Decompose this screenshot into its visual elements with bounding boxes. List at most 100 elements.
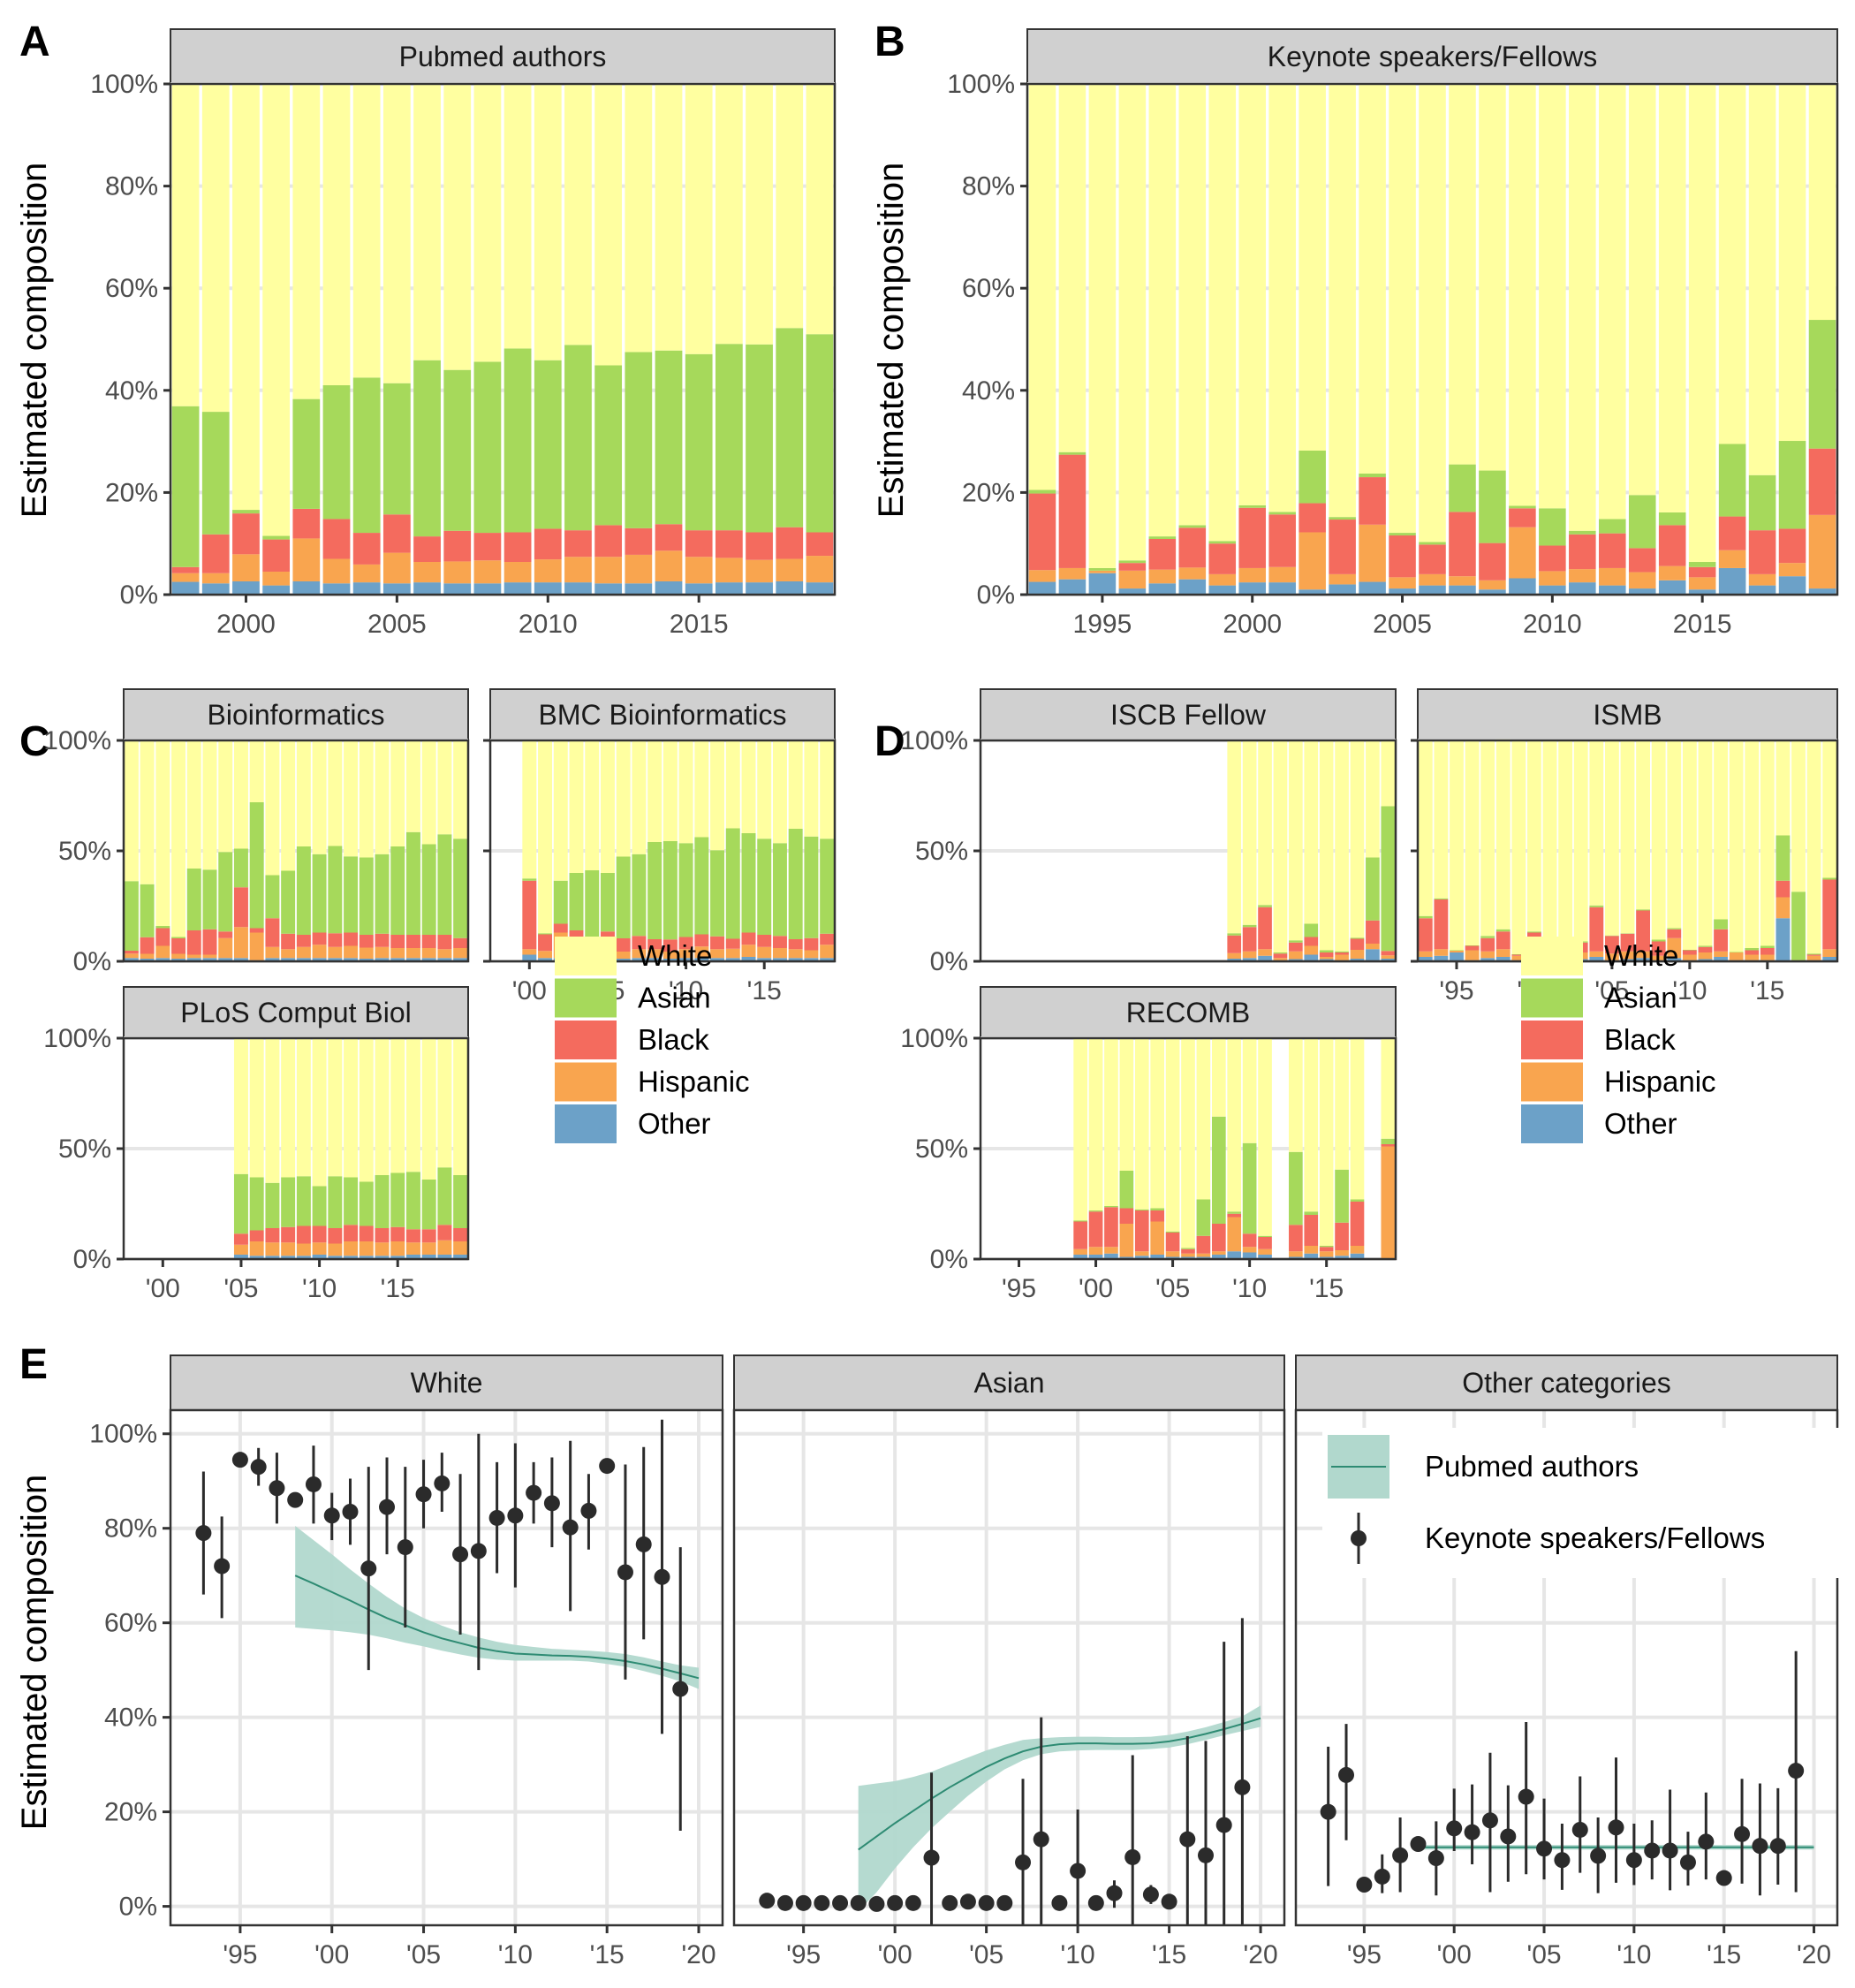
bar-segment-other-2009	[296, 1256, 311, 1259]
bar-segment-white-2018	[1778, 84, 1806, 442]
bar-segment-hispanic-2011	[328, 1243, 343, 1256]
bar-segment-white-1994	[1434, 740, 1449, 899]
bar-segment-hispanic-2002	[292, 538, 321, 581]
bar-segment-black-2004	[218, 931, 233, 938]
bar-segment-other-2010	[1242, 1252, 1257, 1259]
bar-segment-white-2016	[772, 740, 787, 844]
point-1996	[250, 1459, 267, 1476]
y-axis-title-a: Estimated composition	[15, 163, 54, 518]
point-2013	[1124, 1848, 1141, 1865]
x-tick-label: '05	[969, 1940, 1003, 1969]
legend-key-hispanic-c	[555, 1062, 617, 1102]
bar-segment-white-2002	[1298, 84, 1326, 451]
bar-segment-black-1999	[1073, 1221, 1087, 1249]
bar-segment-other-2016	[772, 958, 787, 961]
bar-segment-white-2007	[265, 740, 280, 876]
bar-segment-other-2017	[1350, 1253, 1365, 1259]
bar-segment-asian-2019	[820, 838, 835, 934]
bar-segment-other-2017	[1350, 959, 1365, 961]
bar-segment-asian-2004	[1150, 1208, 1165, 1210]
bar-segment-asian-2009	[1509, 505, 1536, 509]
facet-title-e-other: Other categories	[1462, 1367, 1671, 1399]
bar-segment-white-2002	[553, 740, 568, 881]
point-1993	[195, 1525, 212, 1542]
bar-segment-white-2005	[600, 740, 615, 873]
bar-segment-asian-2007	[265, 1182, 280, 1228]
bar-segment-white-2009	[1667, 740, 1682, 929]
bar-segment-asian-2012	[1273, 952, 1288, 954]
bar-segment-asian-2011	[328, 1176, 343, 1228]
bar-segment-hispanic-2004	[1359, 524, 1386, 582]
bar-segment-other-2010	[534, 582, 562, 595]
point-2000	[323, 1507, 340, 1524]
bar-segment-other-2000	[232, 580, 260, 595]
bar-segment-hispanic-2001	[1104, 1247, 1118, 1254]
point-2017	[635, 1536, 652, 1552]
bar-segment-other-2011	[564, 582, 592, 595]
point-2019	[672, 1681, 689, 1697]
bar-segment-hispanic-1998	[124, 953, 139, 959]
bar-segment-white-2007	[1636, 740, 1651, 910]
bar-segment-other-1994	[1434, 955, 1449, 961]
bar-segment-white-2003	[322, 84, 351, 386]
bar-segment-other-1993	[1418, 957, 1433, 961]
bar-segment-white-2016	[1718, 84, 1746, 444]
bar-segment-asian-2014	[1304, 1211, 1319, 1215]
bar-segment-hispanic-2018	[776, 558, 804, 581]
bar-segment-asian-2004	[1359, 474, 1386, 478]
bar-segment-black-2018	[437, 935, 452, 950]
bar-segment-asian-2005	[233, 848, 248, 888]
x-tick-label: 2015	[670, 610, 729, 639]
bar-segment-asian-2013	[625, 352, 653, 528]
bar-segment-other-2017	[421, 1255, 436, 1259]
bar-segment-asian-2014	[375, 854, 390, 934]
bar-segment-white-2014	[741, 740, 756, 833]
bar-segment-asian-2005	[1389, 533, 1416, 535]
bar-segment-hispanic-2018	[1366, 944, 1380, 950]
bar-segment-other-2017	[788, 958, 803, 961]
bar-segment-white-1999	[1511, 740, 1526, 954]
bar-segment-black-2014	[1304, 937, 1319, 946]
bar-segment-white-1997	[1480, 740, 1495, 937]
bar-segment-black-2011	[328, 1228, 343, 1244]
bar-segment-other-2010	[312, 958, 327, 961]
bar-segment-black-2002	[553, 923, 568, 933]
point-2014	[580, 1502, 597, 1519]
bar-segment-asian-2007	[1196, 1199, 1211, 1236]
bar-segment-asian-2007	[265, 875, 280, 919]
bar-segment-hispanic-2008	[281, 949, 296, 959]
bar-segment-hispanic-2010	[312, 945, 327, 959]
bar-segment-white-2015	[390, 740, 405, 846]
bar-segment-white-2018	[437, 740, 452, 835]
bar-segment-asian-2016	[772, 843, 787, 937]
bar-segment-other-2017	[1748, 585, 1776, 595]
bar-segment-other-2016	[1776, 918, 1791, 961]
bar-segment-hispanic-2016	[405, 948, 420, 959]
bar-segment-black-2006	[616, 938, 631, 952]
legend-key-hispanic-d	[1521, 1062, 1583, 1102]
bar-segment-hispanic-2008	[1211, 1251, 1226, 1255]
y-tick-label: 0%	[73, 947, 111, 976]
bar-segment-asian-2015	[390, 1172, 405, 1227]
bar-segment-black-2015	[1688, 566, 1716, 578]
bar-segment-white-2005	[1604, 740, 1619, 936]
legend-key-asian-d	[1521, 978, 1583, 1018]
bar-segment-other-2005	[1389, 588, 1416, 595]
bar-segment-black-2000	[522, 880, 537, 950]
bar-segment-white-2004	[218, 740, 233, 853]
bar-segment-black-2003	[1134, 1210, 1149, 1252]
bar-segment-hispanic-2001	[171, 953, 186, 959]
smooth-line-e-white	[294, 1574, 700, 1680]
bar-segment-other-2008	[473, 583, 502, 595]
bar-segment-white-2009	[504, 84, 532, 349]
point-2005	[415, 1486, 432, 1503]
x-tick-label: '15	[590, 1940, 625, 1969]
bar-segment-white-2005	[1389, 84, 1416, 534]
bar-segment-black-2006	[1419, 544, 1446, 574]
bar-segment-white-2008	[1651, 740, 1666, 940]
bar-segment-black-2008	[281, 1226, 296, 1243]
bar-segment-asian-2010	[534, 360, 562, 529]
bar-segment-other-2008	[281, 1256, 296, 1259]
bar-segment-asian-2000	[1527, 931, 1541, 933]
bar-segment-hispanic-2019	[1822, 949, 1837, 957]
